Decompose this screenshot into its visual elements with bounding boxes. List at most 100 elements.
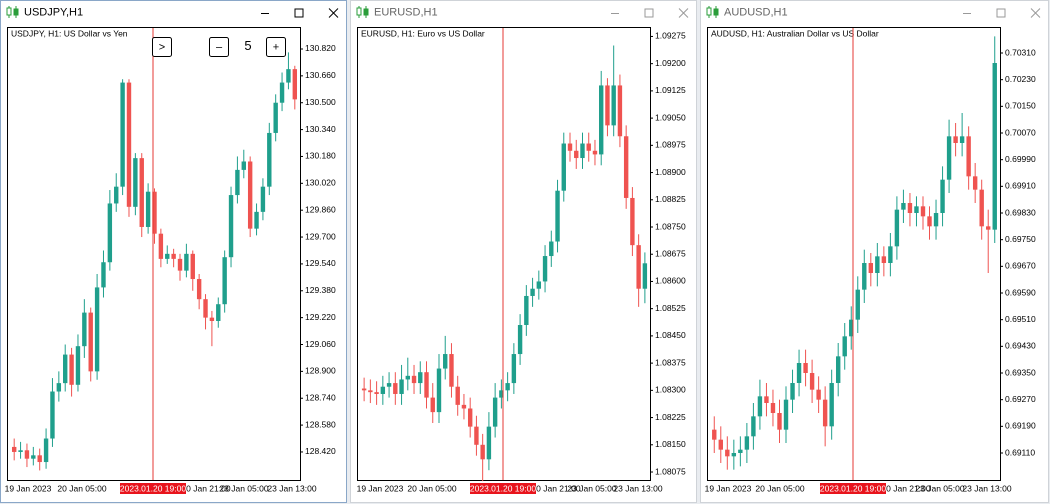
close-button[interactable] xyxy=(1030,8,1041,18)
candle-body xyxy=(107,203,113,263)
y-tick-label: 1.08675 xyxy=(655,248,686,258)
maximize-button[interactable] xyxy=(644,8,654,18)
candle-body xyxy=(50,391,55,439)
y-tick-label: 128.740 xyxy=(305,392,336,402)
candle-body xyxy=(642,263,648,289)
candle-body xyxy=(907,203,913,213)
crosshair-label-box xyxy=(820,483,886,494)
chart-window: EURUSD,H1 EURUSD, H1: Euro vs US Dollar 1.… xyxy=(350,0,697,503)
candle-body xyxy=(399,379,404,394)
candle-body xyxy=(567,143,573,151)
candle-body xyxy=(933,213,939,227)
candle-body xyxy=(139,158,144,227)
y-tick-label: 1.08300 xyxy=(655,385,686,395)
close-icon xyxy=(678,8,689,18)
close-button[interactable] xyxy=(328,8,339,18)
y-tick-label: 0.69510 xyxy=(1005,314,1036,324)
candle-body xyxy=(241,161,246,170)
candle-body xyxy=(203,299,208,318)
y-tick-label: 130.180 xyxy=(305,151,336,161)
icon-body xyxy=(363,8,369,16)
title-bar xyxy=(701,1,1048,24)
candle-body xyxy=(580,143,585,159)
button-label: + xyxy=(273,41,279,53)
maximize-button[interactable] xyxy=(294,8,304,18)
candle-body xyxy=(940,179,945,213)
y-tick-label: 1.08900 xyxy=(655,167,686,177)
x-tick-label: 20 Jan 05:00 xyxy=(57,483,106,493)
maximize-button[interactable] xyxy=(996,8,1006,18)
candle-body xyxy=(914,206,919,213)
icon-body xyxy=(356,7,362,16)
candle-body xyxy=(486,426,492,460)
candle-body xyxy=(751,416,756,437)
candle-body xyxy=(835,356,841,383)
candle-body xyxy=(474,426,479,445)
candle-body xyxy=(790,383,795,400)
x-tick-label: 20 Jan 21:00 xyxy=(531,483,580,493)
crosshair-label-box xyxy=(470,483,536,494)
candle-body xyxy=(611,85,616,126)
x-tick-label: 23 Jan 13:00 xyxy=(267,483,316,493)
y-tick-label: 0.69430 xyxy=(1005,341,1036,351)
candle-body xyxy=(82,312,87,347)
button-frame xyxy=(209,37,229,57)
candle-body xyxy=(190,253,195,280)
candle-body xyxy=(986,226,991,230)
chart-window: USDJPY,H1 USDJPY, H1: US Dollar vs Yen 128… xyxy=(0,0,347,503)
candle-body xyxy=(744,436,750,450)
y-tick-label: 130.500 xyxy=(305,97,336,107)
candle-body xyxy=(959,136,965,143)
crosshair-label: 2023.01.20 19:00 xyxy=(470,483,536,493)
x-tick-label: 23 Jan 13:00 xyxy=(962,483,1011,493)
y-tick-label: 130.820 xyxy=(305,43,336,53)
y-tick-label: 1.08600 xyxy=(655,276,686,286)
candle-body xyxy=(777,413,782,430)
candle-body xyxy=(586,143,591,151)
candle-body xyxy=(561,143,566,191)
candle-body xyxy=(37,455,42,463)
candle-body xyxy=(24,450,30,459)
candle-body xyxy=(492,397,498,427)
y-tick-label: 0.70230 xyxy=(1005,74,1036,84)
title-bar xyxy=(351,1,696,24)
y-tick-label: 128.580 xyxy=(305,419,336,429)
chart-title: EURUSD, H1: Euro vs US Dollar xyxy=(361,28,485,38)
x-tick-label: 23 Jan 05:00 xyxy=(567,483,616,493)
window-title: USDJPY,H1 xyxy=(24,6,83,18)
close-button[interactable] xyxy=(678,8,689,18)
candle-body xyxy=(888,246,893,263)
candle-body xyxy=(171,253,176,259)
crosshair-label-box xyxy=(120,483,186,494)
y-tick-label: 128.420 xyxy=(305,446,336,456)
candle-body xyxy=(738,449,743,453)
button-frame xyxy=(152,37,172,57)
candle-body xyxy=(254,211,259,229)
candle-body xyxy=(443,354,448,369)
candle-body xyxy=(380,386,386,394)
button-frame xyxy=(266,37,286,57)
y-tick-label: 0.69190 xyxy=(1005,421,1036,431)
y-tick-label: 130.020 xyxy=(305,178,336,188)
chart-button[interactable]: – xyxy=(209,37,229,57)
y-tick-label: 1.09275 xyxy=(655,31,686,41)
candle-body xyxy=(592,150,598,155)
y-tick-label: 0.69990 xyxy=(1005,154,1036,164)
button-label: > xyxy=(159,41,165,53)
y-tick-label: 0.69350 xyxy=(1005,367,1036,377)
y-tick-label: 1.08450 xyxy=(655,330,686,340)
candle-body xyxy=(279,82,285,103)
candle-body xyxy=(292,69,298,100)
candle-body xyxy=(796,363,802,383)
y-tick-label: 130.660 xyxy=(305,70,336,80)
y-tick-label: 0.69110 xyxy=(1005,447,1035,457)
candle-body xyxy=(829,383,834,427)
chart-button[interactable]: + xyxy=(266,37,286,57)
y-tick-label: 1.08075 xyxy=(655,466,686,476)
candle-body xyxy=(165,253,170,259)
candle-body xyxy=(725,449,730,457)
candle-body xyxy=(972,176,978,190)
chart-button[interactable]: > xyxy=(152,37,172,57)
icon-body xyxy=(706,7,712,16)
candle-body xyxy=(177,258,183,271)
